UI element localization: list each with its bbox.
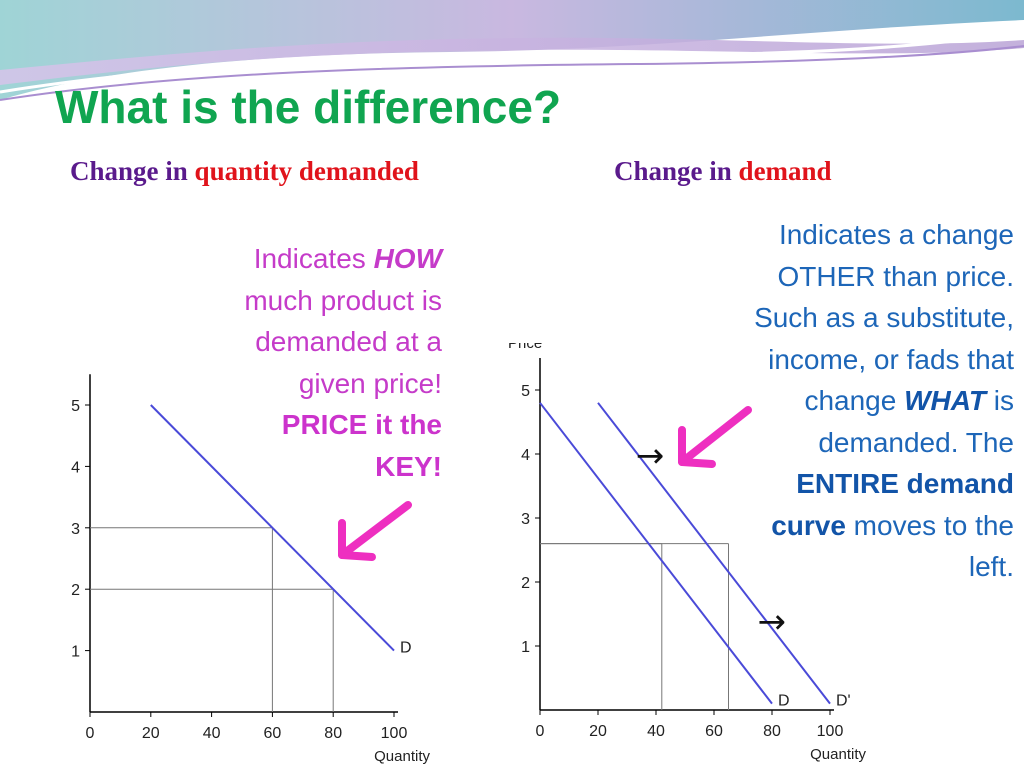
note-right-line3: Such as a substitute,	[754, 302, 1014, 333]
x-tick-label: 60	[705, 723, 723, 740]
note-left-line4: given price!	[298, 367, 442, 399]
subtitle-right-prefix: Change in	[614, 156, 739, 186]
subtitle-demand: Change in demand	[614, 156, 832, 187]
y-tick-label: 3	[71, 521, 80, 538]
y-tick-label: 5	[521, 383, 530, 400]
x-tick-label: 60	[264, 725, 282, 742]
chart-quantity-demanded: 1 2 3 4 5 0 20 40 60 80 100 Price Quantity D	[58, 365, 430, 765]
x-tick-label: 40	[203, 725, 221, 742]
series-label: D	[778, 693, 790, 710]
note-right-line1: Indicates a change	[778, 219, 1014, 250]
note-right-line5b: is	[986, 385, 1014, 416]
note-left-line5: PRICE it the	[281, 409, 442, 440]
note-left-line1: Indicates	[253, 243, 374, 274]
note-left-how: HOW	[373, 243, 442, 274]
pink-arrow-icon	[678, 406, 752, 468]
note-demand: Indicates a change OTHER than price. Suc…	[684, 214, 1014, 588]
y-axis-label: Price	[508, 343, 542, 352]
x-tick-label: 0	[86, 725, 95, 742]
subtitle-left-prefix: Change in	[70, 156, 195, 186]
note-right-line2: OTHER than price.	[777, 260, 1014, 292]
y-tick-label: 5	[71, 398, 80, 415]
y-axis-label: Price	[58, 365, 92, 368]
x-tick-label: 80	[324, 725, 342, 742]
y-tick-label: 1	[521, 639, 530, 656]
note-left-line6: KEY!	[375, 450, 442, 482]
x-tick-label: 20	[142, 725, 160, 742]
x-tick-label: 40	[647, 723, 665, 740]
note-right-line6: demanded. The	[818, 426, 1014, 458]
series-label: D	[400, 640, 412, 657]
subtitle-right-emphasis: demand	[738, 156, 832, 186]
note-right-line8b: moves to the	[845, 509, 1014, 541]
y-tick-label: 1	[71, 644, 80, 661]
note-left-line3: demanded at a	[255, 326, 442, 357]
x-tick-label: 20	[589, 723, 607, 740]
shift-arrow-icon: →	[636, 436, 665, 476]
header-swoosh-decoration	[0, 0, 1024, 101]
page-title: What is the difference?	[55, 81, 562, 133]
y-tick-label: 2	[521, 575, 530, 592]
subtitle-quantity-demanded: Change in quantity demanded	[70, 156, 419, 187]
series-label: D'	[836, 693, 851, 710]
note-quantity-demanded: Indicates HOW much product is demanded a…	[172, 238, 442, 487]
note-right-line4: income, or fads that	[768, 343, 1014, 375]
shift-arrow-icon: →	[758, 602, 787, 642]
note-right-entire: ENTIRE demand	[796, 468, 1014, 499]
demand-curve-line	[539, 402, 773, 705]
chart-demand-shift: 1 2 3 4 5 0 20 40 60 80 100 Price Quantity D D' → →	[508, 343, 866, 763]
x-tick-label: 100	[381, 725, 408, 742]
note-right-what: WHAT	[904, 385, 986, 416]
x-tick-label: 0	[536, 723, 545, 740]
x-axis-label: Quantity	[810, 746, 866, 763]
y-tick-label: 4	[521, 447, 530, 464]
note-right-line5a: change	[804, 385, 905, 416]
x-axis-label: Quantity	[374, 748, 430, 765]
y-tick-label: 3	[521, 511, 530, 528]
pink-arrow-icon	[338, 501, 412, 561]
y-tick-label: 2	[71, 582, 80, 599]
note-right-line9: left.	[968, 551, 1014, 582]
y-tick-label: 4	[71, 459, 80, 476]
note-left-line2: much product is	[244, 284, 442, 316]
x-tick-label: 100	[817, 723, 844, 740]
demand-curve-line	[597, 402, 831, 705]
x-tick-label: 80	[763, 723, 781, 740]
subtitle-left-emphasis: quantity demanded	[194, 156, 419, 186]
demand-curve-line	[150, 404, 395, 652]
note-right-curve: curve	[771, 509, 846, 541]
